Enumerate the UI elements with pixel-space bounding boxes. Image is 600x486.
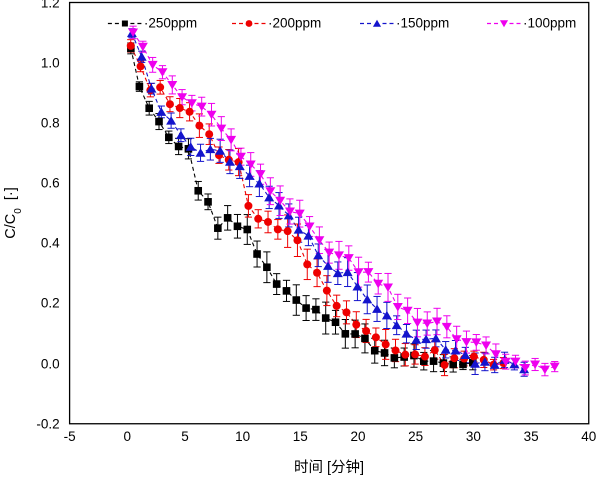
svg-text:C/C0 [·]: C/C0 [·] bbox=[3, 187, 24, 239]
